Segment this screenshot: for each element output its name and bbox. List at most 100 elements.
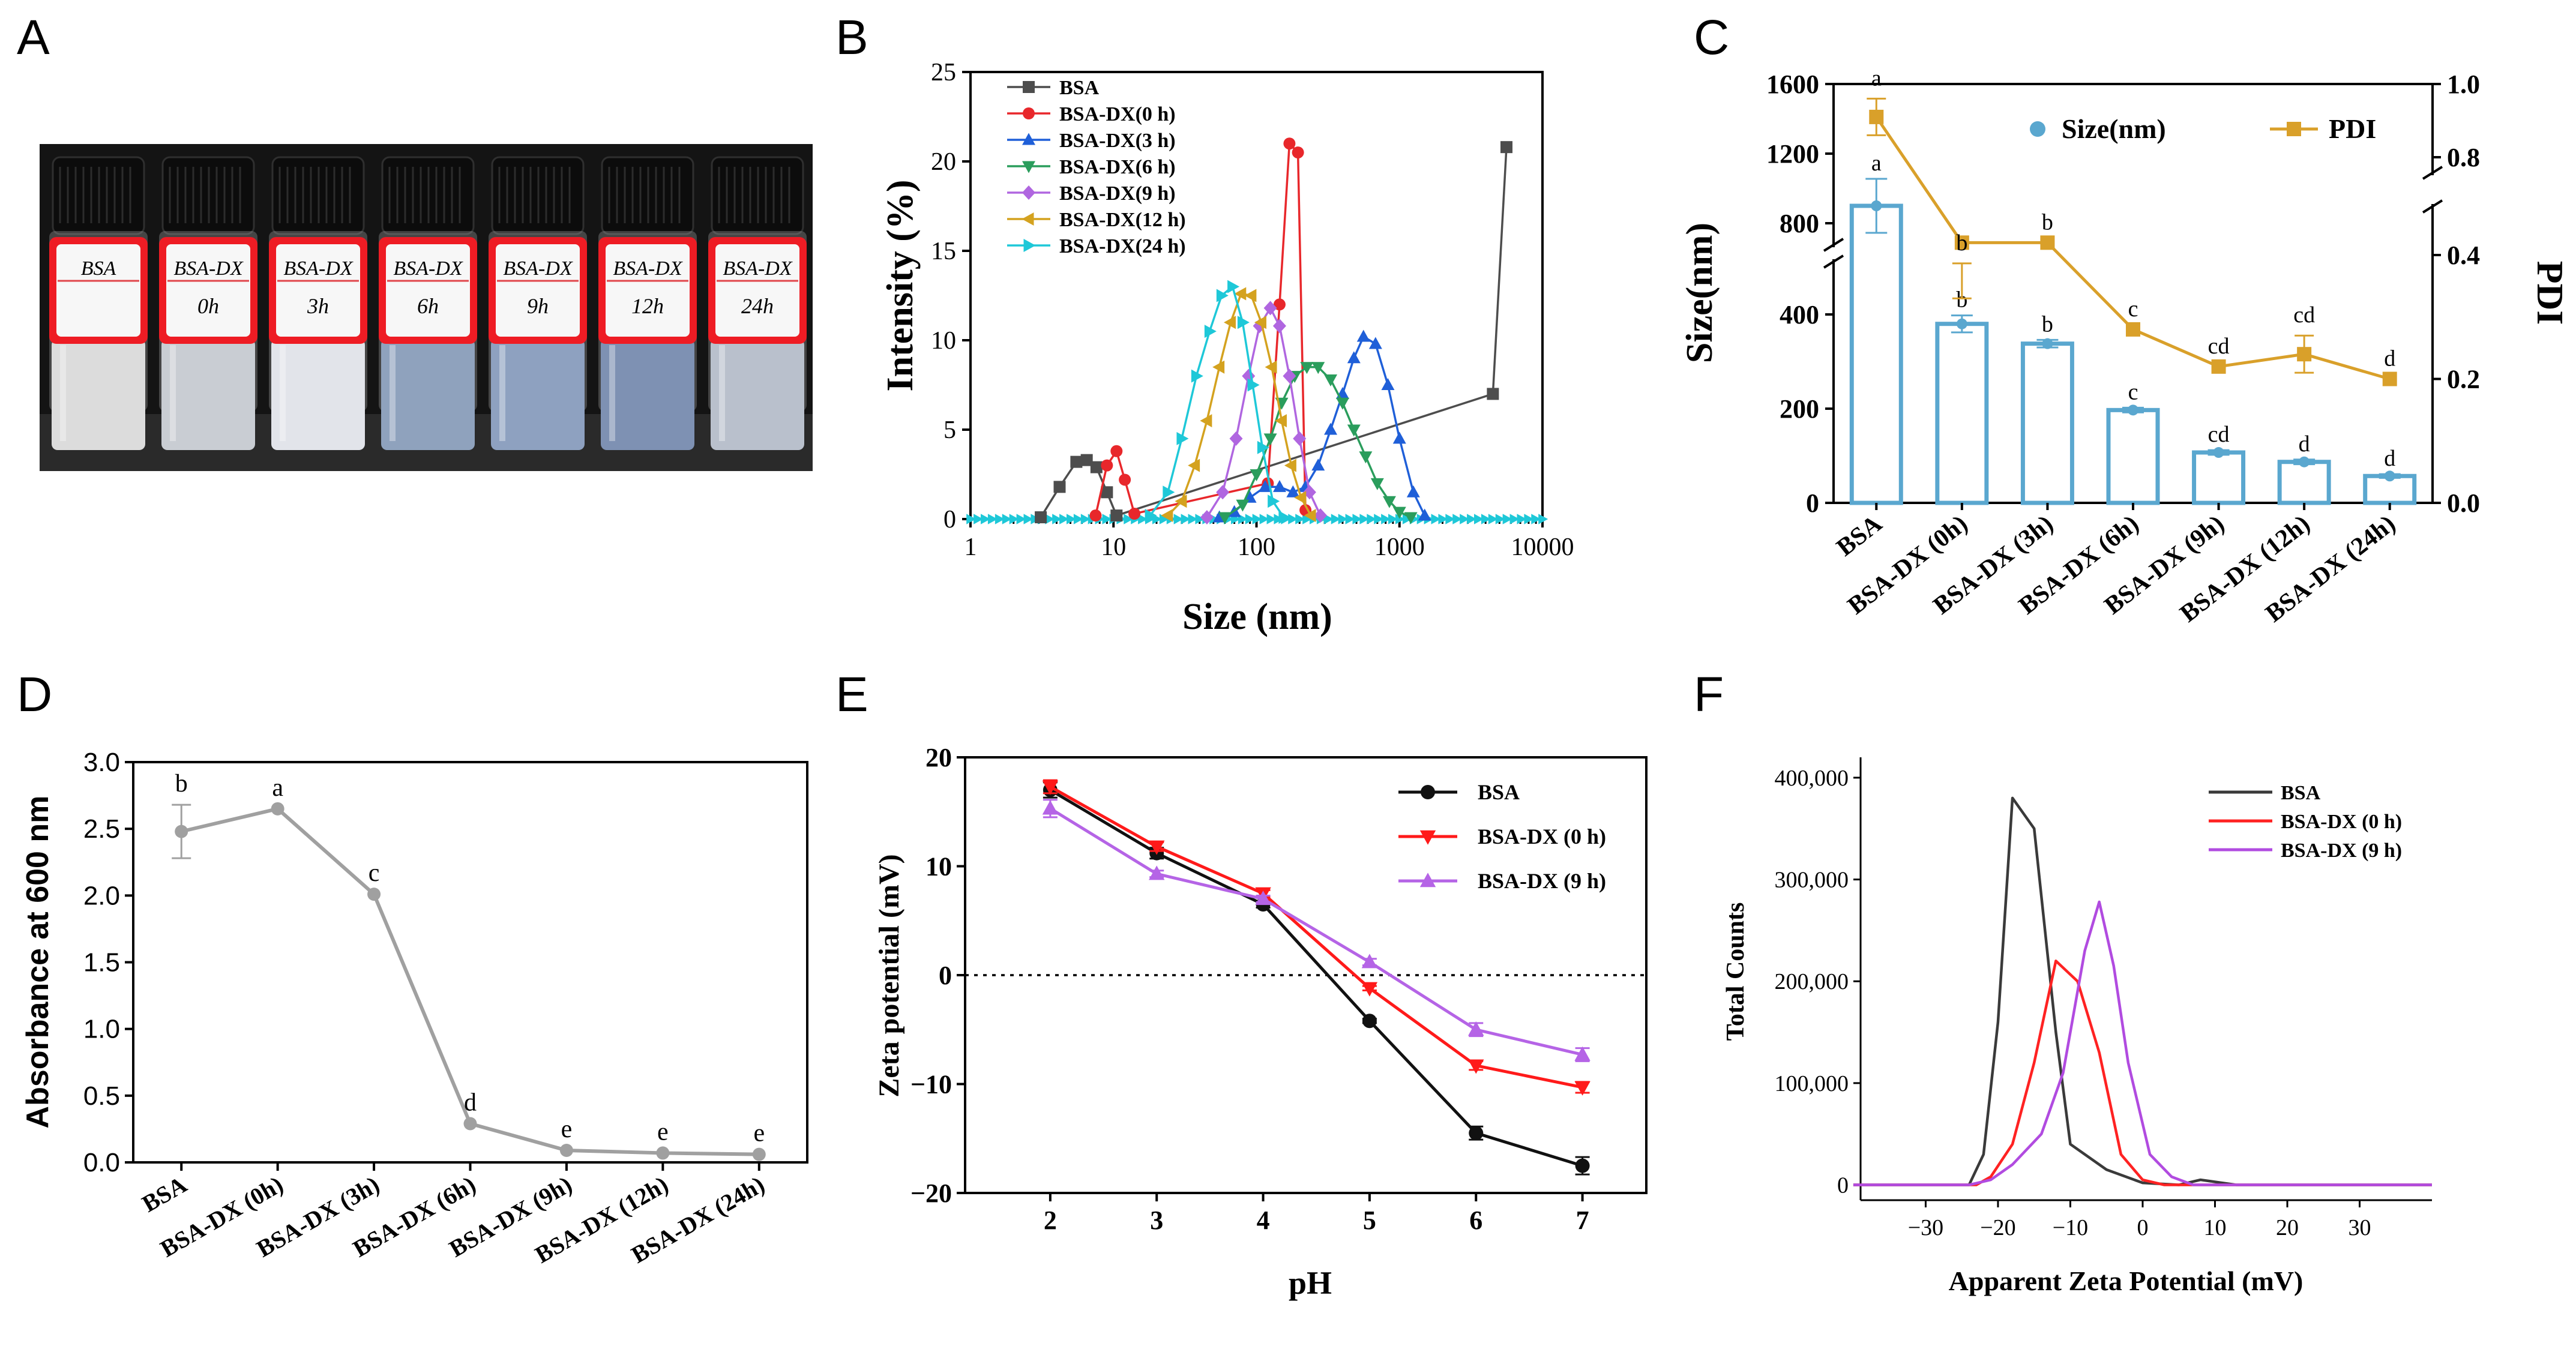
vial: BSA-DX 3h: [269, 156, 367, 450]
b-baseline-point: [1002, 514, 1012, 524]
b-data-point: [1324, 422, 1338, 435]
d-significance-letter: e: [753, 1120, 765, 1147]
b-data-point: [1053, 481, 1066, 493]
b-baseline-point: [1460, 514, 1470, 524]
vial-label-name: BSA-DX: [503, 257, 573, 280]
b-legend-label: BSA-DX(6 h): [1059, 156, 1176, 178]
e-x-tick-label: 4: [1257, 1206, 1270, 1235]
vial-liquid: [271, 339, 365, 450]
b-baseline-point: [981, 514, 991, 524]
b-data-point: [1268, 494, 1280, 508]
vial-label-name: BSA: [81, 257, 116, 280]
b-baseline-point: [1374, 514, 1384, 524]
c-y-axis-label: Size(nm): [1679, 223, 1720, 363]
b-baseline-point: [1509, 514, 1520, 524]
d-significance-letter: b: [175, 770, 188, 798]
b-data-point: [1359, 451, 1373, 464]
c-size-letter: c: [2128, 379, 2138, 404]
b-baseline-point: [1438, 514, 1448, 524]
vial-label-time: 12h: [631, 294, 664, 318]
b-baseline-point: [1302, 514, 1313, 524]
f-y-tick-label: 0: [1837, 1173, 1849, 1198]
vial-liquid: [491, 339, 585, 450]
f-legend-label: BSA: [2281, 782, 2321, 804]
vial-liquid: [52, 339, 145, 450]
c-y-tick-label: 800: [1780, 209, 1819, 238]
b-data-point: [1265, 360, 1277, 374]
b-data-point: [1080, 454, 1093, 466]
c-size-point: [2384, 470, 2395, 482]
e-data-point: [1255, 891, 1271, 906]
vial-label-paper: [166, 244, 250, 337]
b-baseline-point: [987, 514, 998, 524]
b-series: [1089, 137, 1312, 522]
b-data-point: [1247, 378, 1260, 392]
vial-label-time: 9h: [527, 294, 549, 318]
c-y-tick-label: 1600: [1766, 70, 1819, 99]
b-data-point: [1368, 337, 1382, 349]
b-data-point: [1216, 485, 1230, 500]
b-data-point: [1188, 458, 1200, 472]
panel-letter-a: A: [17, 10, 50, 65]
b-data-point: [1263, 301, 1277, 316]
e-data-point: [1361, 954, 1378, 969]
b-data-point: [1119, 473, 1131, 486]
f-y-tick-label: 400,000: [1775, 766, 1849, 791]
d-significance-letter: a: [272, 774, 283, 802]
e-legend: BSA BSA-DX (0 h) BSA-DX (9 h): [1398, 780, 1606, 893]
b-y-tick-label: 0: [943, 506, 956, 533]
b-baseline-point: [1124, 514, 1134, 524]
b-x-tick-label: 1000: [1374, 533, 1425, 561]
b-baseline-point: [1467, 514, 1477, 524]
b-baseline-point: [974, 514, 984, 524]
c-size-letter: d: [2299, 431, 2310, 457]
b-data-point: [1070, 455, 1083, 468]
vial: BSA-DX 0h: [159, 156, 257, 450]
d-data-point: [271, 802, 284, 816]
b-baseline-point: [1367, 514, 1377, 524]
b-baseline-point: [1073, 514, 1083, 524]
b-baseline-point: [1517, 514, 1527, 524]
c-y2-axis-label: PDI: [2529, 261, 2570, 325]
d-y-tick-label: 0.5: [83, 1081, 120, 1111]
b-baseline-point: [1259, 514, 1269, 524]
vial-highlight: [499, 345, 505, 441]
b-y-tick-label: 20: [931, 148, 956, 176]
b-series-line: [1149, 284, 1285, 518]
panel-letter-f: F: [1694, 667, 1724, 722]
b-data-point: [1254, 316, 1266, 329]
d-significance-letter: e: [561, 1116, 573, 1143]
d-y-axis-label: Absorbance at 600 nm: [20, 796, 55, 1129]
e-data-point: [1468, 1021, 1484, 1036]
e-legend-marker: [1419, 873, 1436, 888]
c-size-letter: cd: [2208, 422, 2230, 447]
b-x-tick-label: 10: [1101, 533, 1126, 561]
f-x-tick-label: −10: [2053, 1215, 2088, 1240]
e-x-tick-label: 2: [1044, 1206, 1057, 1235]
e-series-line: [1049, 807, 1583, 1056]
c-right-axis-break: [2422, 166, 2443, 180]
e-series-line: [1049, 789, 1583, 1168]
e-legend-label: BSA-DX (9 h): [1478, 869, 1606, 893]
e-data-point: [1574, 1046, 1590, 1061]
vial-highlight: [170, 345, 176, 441]
b-baseline-point: [1381, 514, 1391, 524]
b-data-point: [1161, 509, 1173, 523]
b-data-point: [1392, 506, 1406, 519]
b-data-point: [1283, 137, 1296, 150]
panel-f-zeta-distribution-chart: Total Counts Apparent Zeta Potential (mV…: [1722, 757, 2432, 1296]
b-baseline-point: [1524, 514, 1534, 524]
b-baseline-point: [1059, 514, 1070, 524]
c-right-axis-break: [2422, 199, 2443, 214]
c-pdi-point: [2382, 371, 2397, 386]
f-y-tick-label: 100,000: [1775, 1071, 1849, 1096]
b-data-point: [1311, 458, 1325, 471]
f-x-tick-label: −20: [1980, 1215, 2015, 1240]
b-data-point: [1204, 325, 1217, 338]
b-legend-marker: [1022, 133, 1035, 145]
vial-liquid: [601, 339, 694, 450]
b-baseline-point: [1502, 514, 1512, 524]
c-y-tick-label: 200: [1780, 394, 1819, 424]
e-data-point: [1149, 865, 1165, 880]
b-x-tick-label: 1: [964, 533, 977, 561]
